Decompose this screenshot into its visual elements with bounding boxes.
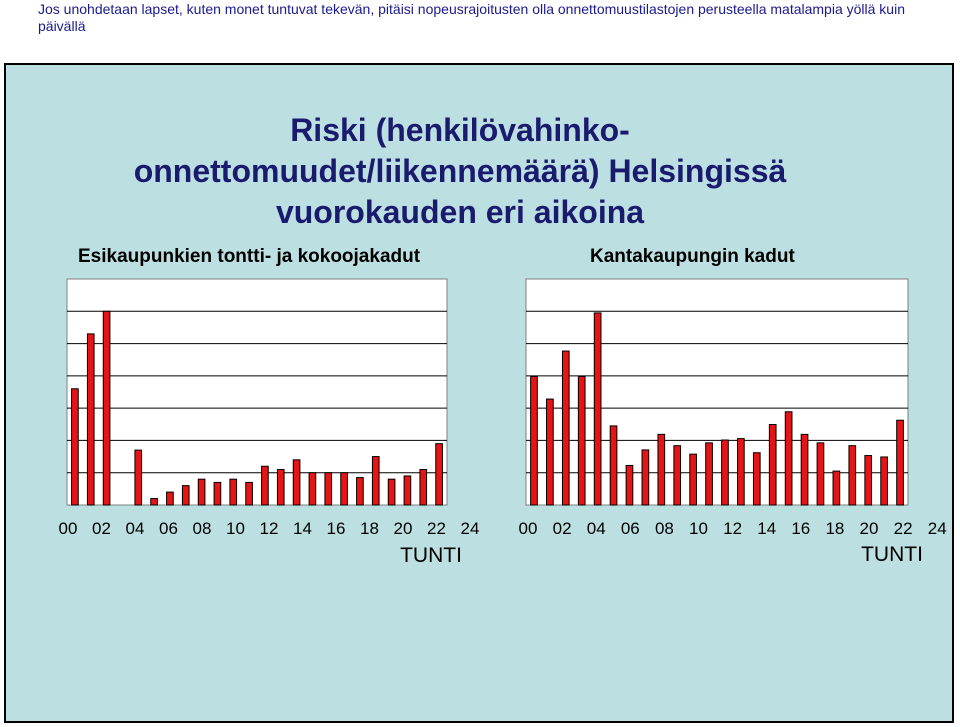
chart-2-x-tick-label: 12 <box>723 519 742 538</box>
chart-1-bar <box>86 333 95 506</box>
chart-2-x-tick-label: 24 <box>928 519 947 538</box>
chart-1-bar <box>371 456 380 506</box>
chart-2-x-tick-label: 18 <box>825 519 844 538</box>
chart-2-x-tick-label: 00 <box>519 519 538 538</box>
chart-1-bar <box>261 465 269 506</box>
chart-1-x-tick-label: 24 <box>461 519 480 538</box>
chart-2-plot-area <box>525 278 909 506</box>
chart-1-x-tick-label: 22 <box>427 519 446 538</box>
chart-1-x-tick-label: 08 <box>193 519 212 538</box>
chart-2-bar <box>768 423 777 506</box>
chart-2-bar <box>593 312 602 506</box>
chart-2-bar <box>689 453 697 506</box>
chart-1-x-tick-label: 20 <box>394 519 413 538</box>
chart-2-bar <box>848 445 857 506</box>
chart-1-bar <box>276 468 285 506</box>
chart-2-bar <box>705 442 713 506</box>
chart-2-bar <box>625 464 634 506</box>
chart-1-bar <box>419 468 428 506</box>
main-title-line-3: vuorokauden eri aikoina <box>275 194 645 230</box>
chart-2-x-tick-label: 04 <box>587 519 606 538</box>
chart-1-x-tick-label: 18 <box>360 519 379 538</box>
chart-1-bar <box>292 459 301 506</box>
main-title-line-1: Riski (henkilövahinko- <box>290 112 630 148</box>
chart-2-x-tick-label: 08 <box>655 519 674 538</box>
chart-2-bar <box>864 455 873 506</box>
chart-1-x-tick-label: 16 <box>327 519 346 538</box>
chart-2-bar <box>721 439 729 506</box>
chart-1-bar <box>71 388 79 506</box>
chart-2-x-tick-label: 16 <box>791 519 810 538</box>
main-title-line-2: onnettomuudet/liikennemäärä) Helsingissä <box>133 153 787 189</box>
chart-2-x-tick-label: 02 <box>553 519 572 538</box>
chart-2-bar <box>673 445 682 506</box>
chart-2-x-tick-label: 14 <box>757 519 776 538</box>
chart-2-bar <box>561 350 570 506</box>
chart-1-bar <box>150 498 158 506</box>
chart-2-bar <box>816 442 825 506</box>
chart-2-x-tick-label: 06 <box>621 519 640 538</box>
chart-2-x-tick-label: 20 <box>860 519 879 538</box>
chart-1-x-tick-label: 04 <box>126 519 145 538</box>
chart-2-bar <box>609 425 618 506</box>
chart-1-bar <box>356 477 364 506</box>
chart-2-bar <box>546 398 554 506</box>
chart-1-bar <box>197 478 206 506</box>
caption-text: Jos unohdetaan lapset, kuten monet tuntu… <box>38 1 905 34</box>
chart-1-bar <box>435 443 443 506</box>
chart-2-bar <box>784 411 793 506</box>
chart-1-bar <box>102 310 111 506</box>
chart-2-bar <box>657 433 666 506</box>
chart-2-bar <box>641 449 650 506</box>
chart-2-x-axis-label: TUNTI <box>861 543 923 566</box>
chart-1-bar <box>387 478 396 506</box>
chart-1-bar <box>181 485 190 506</box>
chart-2-bar <box>530 375 538 506</box>
chart-1-bar <box>403 475 412 506</box>
chart-1-x-tick-label: 02 <box>92 519 111 538</box>
chart-2-bar <box>577 375 586 506</box>
chart-1-title: Esikaupunkien tontti- ja kokoojakadut <box>78 246 421 267</box>
chart-2-bar <box>896 419 904 506</box>
chart-1-x-tick-label: 14 <box>293 519 312 538</box>
chart-2-x-tick-label: 10 <box>689 519 708 538</box>
chart-1-bar <box>166 491 174 506</box>
chart-2-bar <box>737 438 745 506</box>
chart-2-title: Kantakaupungin kadut <box>590 246 795 267</box>
chart-1-x-tick-label: 00 <box>59 519 78 538</box>
chart-2-bar <box>880 456 888 506</box>
main-title: Riski (henkilövahinko- onnettomuudet/lii… <box>0 110 920 233</box>
chart-1-x-tick-label: 12 <box>260 519 279 538</box>
chart-2-bar <box>832 470 841 506</box>
chart-1-bar <box>340 472 348 506</box>
chart-2-bar <box>800 433 809 506</box>
chart-1-plot-area <box>66 278 448 506</box>
chart-1-bar <box>324 472 333 506</box>
chart-1-x-tick-label: 06 <box>159 519 178 538</box>
chart-1-bar <box>213 481 222 506</box>
chart-2-bar <box>752 452 761 506</box>
chart-1-bar <box>308 472 317 506</box>
chart-1-x-tick-label: 10 <box>226 519 245 538</box>
chart-1-x-axis-label: TUNTI <box>400 544 462 567</box>
chart-1-bar <box>229 478 238 506</box>
chart-1-bar <box>134 449 143 506</box>
chart-1-bar <box>245 481 253 506</box>
chart-2-x-tick-label: 22 <box>894 519 913 538</box>
